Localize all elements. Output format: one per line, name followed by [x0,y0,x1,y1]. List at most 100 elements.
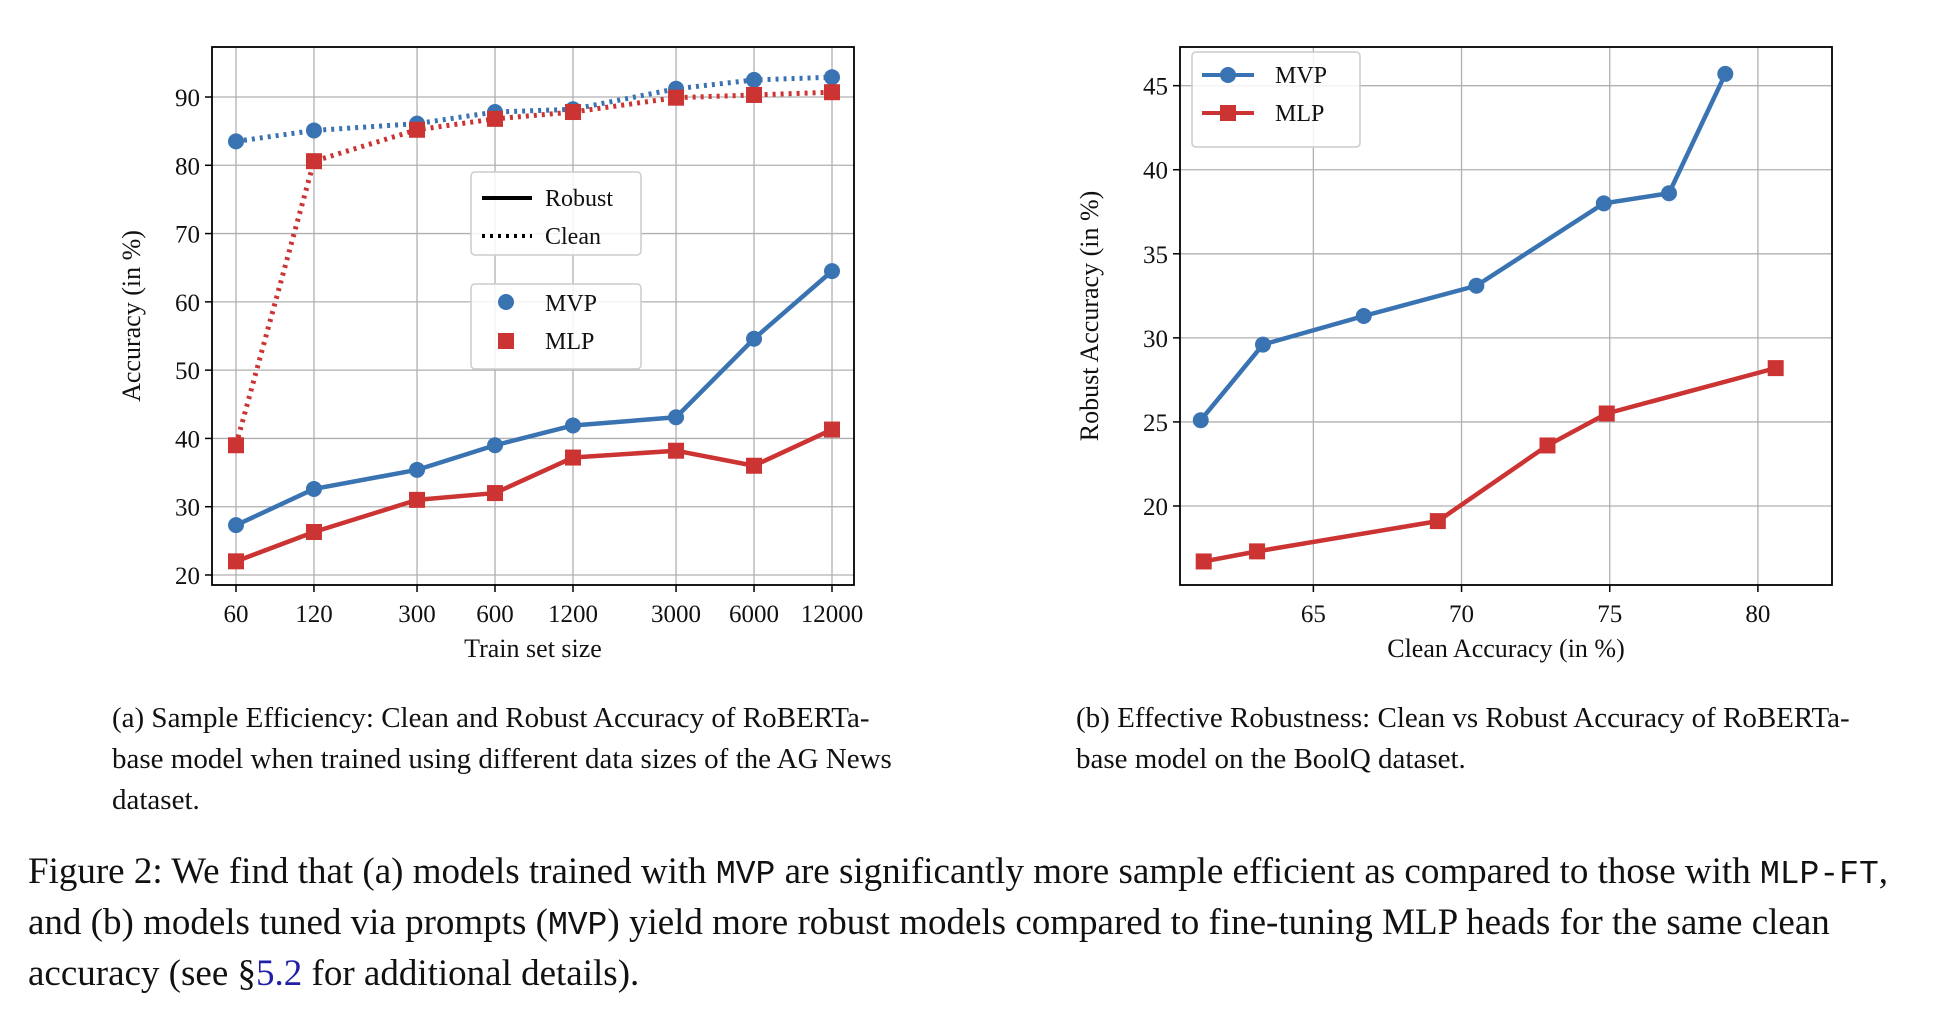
point-mlp-robust [409,491,426,508]
chart-a-ticks: 60 120 300 600 1200 3000 6000 12000 20 30 40 50 60 70… [175,85,863,628]
y-tick-label: 20 [175,563,200,590]
point-mlp [1429,513,1446,530]
x-tick-label: 1200 [548,601,598,628]
code-mvp: MVP [715,856,776,893]
point-mvp [1717,65,1734,82]
point-mvp [1192,412,1209,429]
y-tick-label: 80 [175,153,200,180]
chart-b-grid [1180,47,1832,585]
chart-b-series [1192,65,1784,570]
chart-a-y-label: Accuracy (in %) [117,230,146,402]
chart-b-legend: MVP MLP [1191,51,1361,148]
point-mvp-clean [305,122,322,139]
x-tick-label: 80 [1745,601,1770,628]
figure-caption-text-2: are significantly more sample efficient … [775,851,1760,892]
legend-mvp-label: MVP [1275,63,1327,89]
point-mvp-robust [409,461,426,478]
x-tick-label: 6000 [729,601,779,628]
point-mlp-clean [668,89,685,106]
legend-mlp-marker [1220,105,1236,121]
y-tick-label: 30 [175,495,200,522]
y-tick-label: 50 [175,358,200,385]
caption-b: (b) Effective Robustness: Clean vs Robus… [1076,702,1850,775]
chart-a-series [228,69,840,570]
x-tick-label: 75 [1597,601,1622,628]
series-line-mvp-clean [235,74,833,144]
x-tick-label: 60 [224,601,249,628]
point-mlp-clean [487,110,504,127]
point-mlp-clean [824,84,840,101]
point-mvp-clean [824,69,840,86]
chart-b-ticks: 65 70 75 80 20 25 30 35 40 45 [1143,74,1770,628]
legend-mlp-label: MLP [545,329,594,355]
point-mlp-robust [746,457,763,474]
point-mvp-robust [228,517,244,534]
point-mvp [1468,277,1485,294]
point-mvp-robust [824,263,840,280]
section-ref-link[interactable]: 5.2 [256,953,303,994]
point-mlp-robust [564,449,581,466]
point-mvp-clean [746,71,763,88]
legend-mlp-marker [498,333,514,349]
point-mlp-robust [305,523,322,540]
legend-mvp-marker [498,294,514,310]
figure-caption-text-3: , and (b) models tuned via prompts ( [28,851,1889,943]
point-mvp-robust [564,417,581,434]
point-mvp-clean [228,133,244,150]
series-line-mvp-robust [235,269,834,528]
legend-robust-label: Robust [545,186,613,212]
point-mvp [1661,185,1677,202]
x-tick-label: 600 [476,601,513,628]
point-mlp [1767,360,1784,377]
figure-caption-text-1: Figure 2: We find that (a) models traine… [28,851,716,892]
x-tick-label: 300 [398,601,436,628]
figure-caption-text-5: for additional details). [302,953,640,994]
chart-b-y-label: Robust Accuracy (in %) [1075,191,1104,442]
x-tick-label: 120 [295,601,333,628]
point-mvp [1254,336,1271,353]
point-mvp-robust [305,480,322,497]
y-tick-label: 40 [175,426,200,453]
x-tick-label: 12000 [801,601,864,628]
y-tick-label: 45 [1143,74,1168,101]
chart-b-axes-frame [1179,46,1833,586]
legend-mvp-marker [1220,67,1236,83]
legend-mlp-label: MLP [1275,101,1324,127]
series-line-mlp-robust [235,427,833,564]
chart-b-x-label: Clean Accuracy (in %) [1387,634,1625,663]
point-mlp [1539,437,1556,454]
legend-clean-label: Clean [545,224,601,250]
x-tick-label: 65 [1301,601,1326,628]
point-mlp-clean [409,121,426,138]
point-mvp-robust [487,437,504,454]
y-tick-label: 20 [1143,494,1168,521]
y-tick-label: 30 [1143,326,1168,353]
point-mlp-clean [228,437,244,454]
figure-caption-text-4: ) yield more robust models compared to f… [28,902,1830,994]
point-mlp-clean [564,104,581,121]
figure-caption: Figure 2: We find that (a) models traine… [28,848,1928,998]
legend-mvp-label: MVP [545,291,597,317]
series-line-mlp-clean [233,89,833,446]
point-mvp-robust [746,330,763,347]
point-mlp-clean [746,86,763,103]
code-mlp-ft: MLP-FT [1759,856,1879,893]
point-mlp [1249,543,1266,560]
y-tick-label: 40 [1143,158,1168,185]
chart-b-effective-robustness: 65 70 75 80 20 25 30 35 40 45 Clean Accuracy (in … [1075,46,1833,663]
point-mvp [1595,195,1612,212]
chart-a-x-label: Train set size [464,634,602,663]
y-tick-label: 90 [175,85,200,112]
chart-a-axes-frame [211,46,855,586]
chart-a-legend-model: MVP MLP [470,283,642,370]
y-tick-label: 35 [1143,242,1168,269]
code-mvp-2: MVP [547,907,608,944]
y-tick-label: 60 [175,290,200,317]
y-tick-label: 25 [1143,410,1168,437]
point-mvp-robust [668,409,685,426]
point-mlp [1195,553,1212,570]
x-tick-label: 3000 [651,601,701,628]
y-tick-label: 70 [175,222,200,249]
chart-a-sample-efficiency: 60 120 300 600 1200 3000 6000 12000 20 30 40 50 60 70… [117,46,863,663]
point-mlp [1598,405,1615,422]
